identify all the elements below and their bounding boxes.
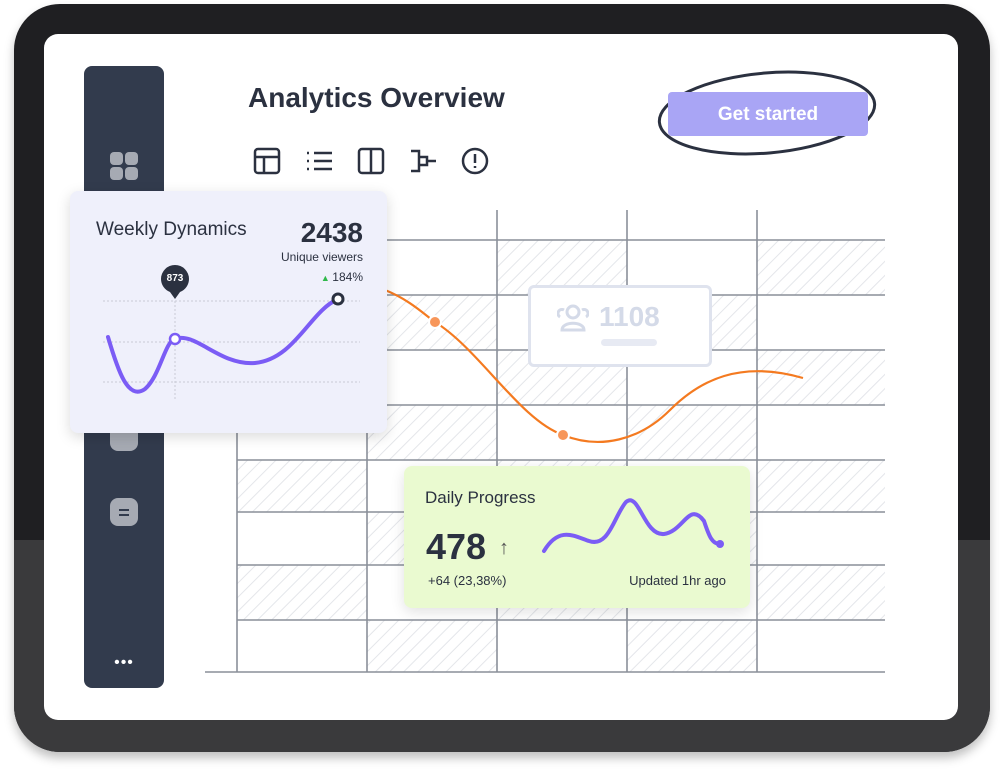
table-icon[interactable] [252, 146, 282, 176]
up-triangle-icon: ▲ [320, 273, 333, 283]
end-point [331, 292, 345, 306]
list-icon[interactable] [304, 146, 334, 176]
grid-hatch-cell [627, 620, 757, 672]
document-icon[interactable] [110, 498, 138, 526]
grid-hatch-cell [237, 460, 367, 512]
up-arrow-icon: ↑ [499, 537, 509, 559]
daily-sparkline [542, 498, 724, 553]
weekly-change: ▲ 184% [321, 270, 363, 284]
weekly-title: Weekly Dynamics [96, 219, 247, 240]
alert-icon[interactable] [460, 146, 490, 176]
weekly-value: 2438 [300, 217, 363, 248]
tooltip-point [168, 332, 182, 346]
orange-point [428, 315, 442, 329]
daily-updated: Updated 1hr ago [629, 573, 726, 588]
dashboard-icon[interactable] [110, 152, 138, 180]
page-title: Analytics Overview [248, 82, 505, 113]
tooltip-value: 873 [166, 273, 184, 284]
more-button[interactable]: ••• [114, 654, 134, 671]
get-started-button[interactable]: Get started [668, 92, 868, 136]
grid-hatch-cell [237, 565, 367, 620]
users-card: 1108 [528, 285, 712, 367]
daily-title: Daily Progress [425, 488, 536, 507]
grid-hatch-cell [757, 350, 885, 405]
cta-scribble [657, 70, 877, 156]
grid-hatch-cell [757, 565, 885, 620]
weekly-change-value: 184% [332, 270, 363, 284]
daily-delta: +64 (23,38%) [428, 573, 507, 588]
columns-icon[interactable] [356, 146, 386, 176]
users-placeholder-bar [601, 339, 657, 346]
grid-hatch-cell [627, 405, 757, 460]
weekly-subtitle: Unique viewers [280, 250, 363, 264]
flow-icon[interactable] [408, 146, 438, 176]
users-value: 1108 [599, 301, 660, 332]
orange-point [556, 428, 570, 442]
daily-progress-card: Daily Progress 478 ↑ +64 (23,38%) Update… [404, 466, 750, 608]
daily-value: 478 [426, 526, 487, 567]
weekly-line-chart [103, 264, 360, 401]
grid-hatch-cell [367, 620, 497, 672]
weekly-dynamics-card: Weekly Dynamics 2438 Unique viewers ▲ 18… [70, 191, 387, 433]
tooltip-bubble [161, 264, 189, 299]
grid-hatch-cell [757, 460, 885, 512]
grid-hatch-cell [367, 405, 497, 460]
grid-hatch-cell [757, 240, 885, 295]
users-icon [557, 304, 589, 332]
toolbar [252, 146, 490, 176]
